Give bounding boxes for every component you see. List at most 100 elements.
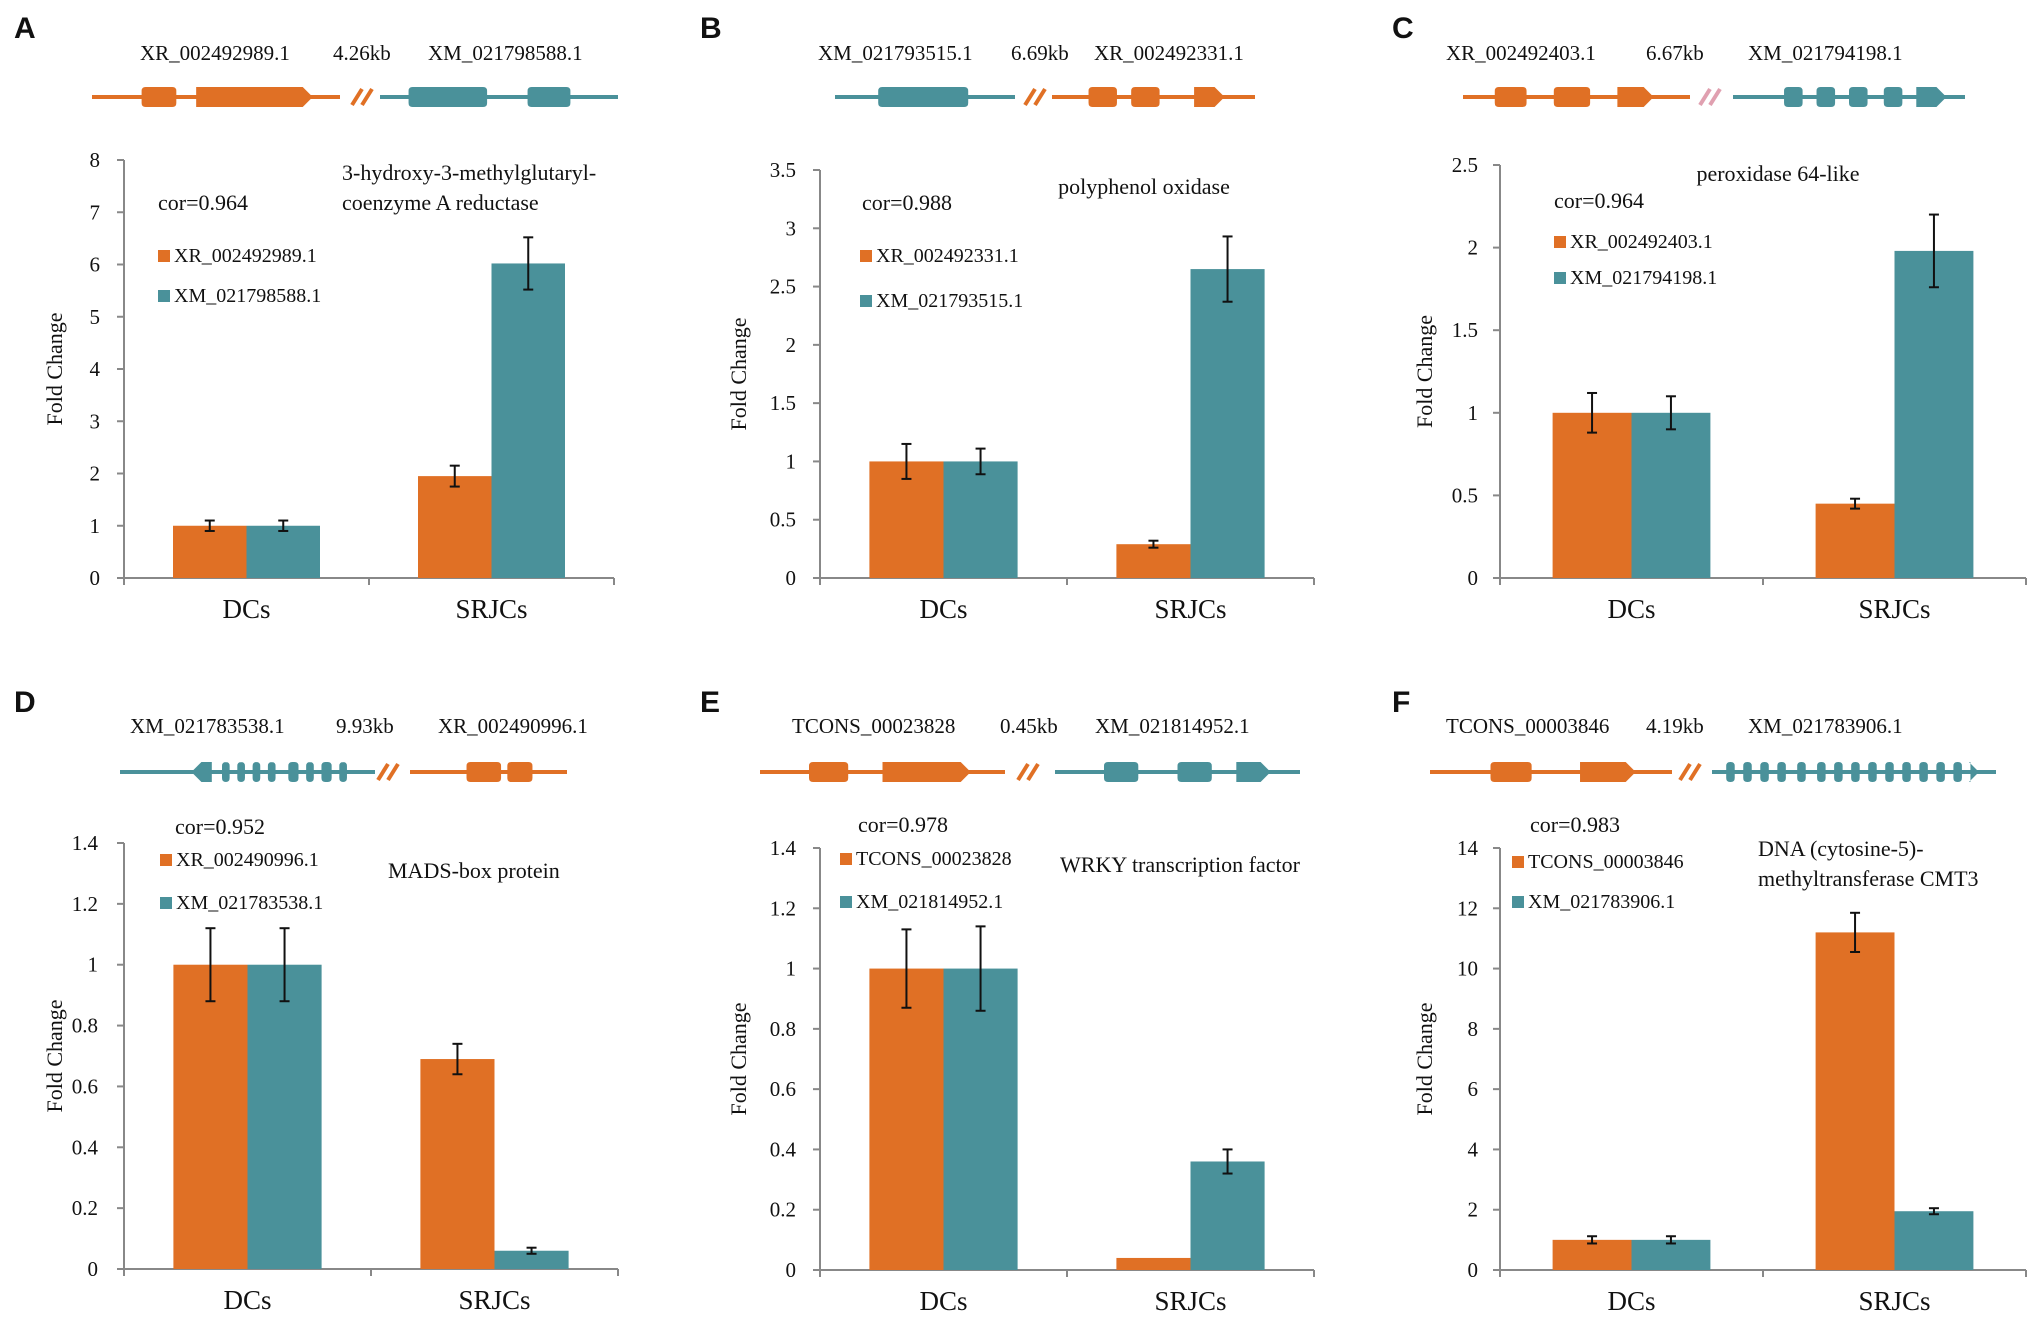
y-tick-label: 2.5 — [1452, 153, 1478, 177]
gene-label-left: XM_021793515.1 — [818, 41, 973, 65]
y-tick-label: 1.5 — [770, 391, 796, 415]
break-mark-1 — [350, 87, 364, 107]
exon-left-9 — [339, 762, 347, 782]
y-tick-label: 14 — [1457, 836, 1479, 860]
panel-b: B XM_021793515.1 6.69kb XR_002492331.1 0 0.5 1… — [700, 12, 1315, 624]
correlation-label: cor=0.952 — [175, 814, 265, 839]
category-label-srjcs: SRJCs — [458, 1285, 530, 1315]
legend-label-teal: XM_021783538.1 — [176, 892, 323, 914]
gene-label-left: TCONS_00003846 — [1446, 714, 1609, 738]
legend-swatch-orange — [160, 854, 172, 866]
y-tick-label: 0.4 — [72, 1135, 99, 1159]
gene-label-right: XM_021814952.1 — [1095, 714, 1250, 738]
exon-right-2 — [1743, 762, 1752, 782]
category-label-srjcs: SRJCs — [1154, 1286, 1226, 1316]
y-tick-label: 0.8 — [770, 1017, 796, 1041]
y-axis-label: Fold Change — [726, 1002, 751, 1115]
y-tick-label: 0.4 — [770, 1137, 797, 1161]
distance-label: 6.67kb — [1646, 41, 1704, 65]
y-tick-label: 1 — [786, 449, 797, 473]
legend-label-orange: TCONS_00023828 — [856, 848, 1012, 870]
legend-label-orange: TCONS_00003846 — [1528, 851, 1684, 873]
y-axis-label: Fold Change — [42, 999, 67, 1112]
bar-teal-dcs — [1631, 412, 1711, 578]
exon-left-2 — [196, 87, 313, 107]
legend-label-orange: XR_002490996.1 — [176, 849, 319, 871]
category-label-dcs: DCs — [919, 594, 967, 624]
exon-right-12 — [1919, 762, 1928, 782]
exon-right-2 — [1131, 87, 1160, 107]
chart-title: DNA (cytosine-5)- — [1758, 836, 1924, 861]
exon-right-5 — [1797, 762, 1806, 782]
category-label-srjcs: SRJCs — [1858, 1286, 1930, 1316]
y-tick-label: 8 — [90, 148, 101, 172]
y-tick-label: 2 — [90, 462, 101, 486]
category-label-srjcs: SRJCs — [1858, 594, 1930, 624]
chart-title: WRKY transcription factor — [1060, 852, 1301, 877]
exon-right-5 — [1916, 87, 1947, 107]
distance-label: 4.26kb — [333, 41, 391, 65]
y-tick-label: 10 — [1457, 957, 1478, 981]
legend-label-orange: XR_002492403.1 — [1570, 231, 1713, 253]
exon-left-4 — [252, 762, 261, 782]
chart-title: MADS-box protein — [388, 858, 560, 883]
legend-swatch-orange — [158, 250, 170, 262]
exon-right-2 — [1816, 87, 1836, 107]
y-tick-label: 4 — [1468, 1137, 1479, 1161]
exon-right-4 — [1777, 762, 1786, 782]
legend-label-teal: XM_021793515.1 — [876, 290, 1023, 312]
bar-orange-dcs — [869, 461, 944, 578]
gene-label-right: XM_021798588.1 — [428, 41, 583, 65]
y-tick-label: 1.2 — [770, 896, 796, 920]
bar-teal-srjcs — [1894, 250, 1974, 579]
exon-left-5 — [267, 762, 276, 782]
legend-swatch-orange — [1554, 236, 1566, 248]
y-tick-label: 0 — [90, 566, 101, 590]
exon-right-11 — [1902, 762, 1911, 782]
chart-title: methyltransferase CMT3 — [1758, 866, 1979, 891]
exon-right-3 — [1194, 87, 1225, 107]
exon-right-10 — [1885, 762, 1894, 782]
bar-teal-dcs — [1631, 1239, 1711, 1270]
bar-orange-srjcs — [1815, 503, 1895, 578]
correlation-label: cor=0.983 — [1530, 812, 1620, 837]
y-tick-label: 3 — [90, 409, 101, 433]
y-tick-label: 6 — [1468, 1077, 1479, 1101]
y-tick-label: 0.5 — [1452, 483, 1478, 507]
bar-teal-srjcs — [1894, 1211, 1974, 1270]
bar-orange-srjcs — [420, 1059, 495, 1269]
distance-label: 0.45kb — [1000, 714, 1058, 738]
y-tick-label: 0 — [786, 1258, 797, 1282]
bar-teal-srjcs — [494, 1250, 569, 1269]
y-tick-label: 7 — [90, 200, 101, 224]
break-mark-1 — [1023, 87, 1037, 107]
y-tick-label: 12 — [1457, 896, 1478, 920]
exon-right-3 — [1236, 762, 1271, 782]
y-tick-label: 3.5 — [770, 158, 796, 182]
exon-right-14 — [1953, 762, 1962, 782]
y-tick-label: 1.4 — [770, 836, 797, 860]
bar-orange-srjcs — [1116, 544, 1191, 578]
y-tick-label: 3 — [786, 216, 797, 240]
y-tick-label: 1 — [88, 953, 99, 977]
panel-letter: A — [14, 12, 36, 45]
category-label-dcs: DCs — [919, 1286, 967, 1316]
y-tick-label: 2 — [1468, 1198, 1479, 1222]
exon-left-2 — [882, 762, 971, 782]
distance-label: 4.19kb — [1646, 714, 1704, 738]
exon-right-1 — [466, 762, 502, 782]
bar-teal-srjcs — [491, 263, 565, 578]
gene-label-left: XM_021783538.1 — [130, 714, 285, 738]
y-axis-label: Fold Change — [726, 317, 751, 430]
legend-label-orange: XR_002492989.1 — [174, 245, 317, 267]
y-tick-label: 2 — [1468, 236, 1479, 260]
y-tick-label: 1 — [786, 957, 797, 981]
y-tick-label: 1 — [90, 514, 101, 538]
exon-right-7 — [1834, 762, 1843, 782]
break-mark-2 — [1033, 87, 1047, 107]
legend-label-teal: XM_021814952.1 — [856, 891, 1003, 913]
chart-title: 3-hydroxy-3-methylglutaryl- — [342, 160, 596, 185]
exon-left-6 — [288, 762, 299, 782]
legend-label-orange: XR_002492331.1 — [876, 245, 1019, 267]
